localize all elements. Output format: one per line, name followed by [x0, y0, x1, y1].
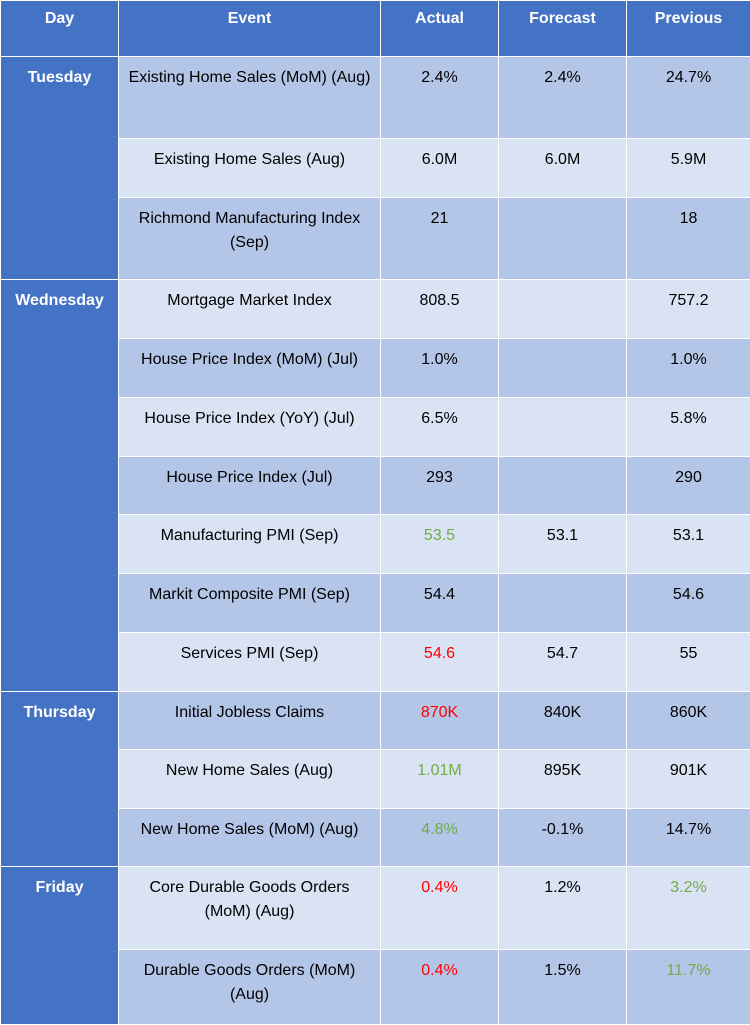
previous-cell: 5.9M — [627, 139, 750, 198]
previous-cell: 5.8% — [627, 398, 750, 457]
previous-cell: 290 — [627, 457, 750, 515]
event-cell: Mortgage Market Index — [119, 280, 381, 339]
event-cell: House Price Index (MoM) (Jul) — [119, 339, 381, 398]
actual-cell: 4.8% — [381, 809, 499, 867]
day-wednesday: Wednesday — [1, 280, 119, 692]
actual-cell: 21 — [381, 198, 499, 280]
forecast-cell — [499, 398, 627, 457]
previous-cell: 11.7% — [627, 950, 750, 1025]
event-cell: Services PMI (Sep) — [119, 633, 381, 692]
previous-cell: 14.7% — [627, 809, 750, 867]
forecast-cell: 53.1 — [499, 515, 627, 574]
previous-cell: 757.2 — [627, 280, 750, 339]
actual-cell: 2.4% — [381, 57, 499, 139]
forecast-cell: 2.4% — [499, 57, 627, 139]
table-row: Wednesday Mortgage Market Index 808.5 75… — [1, 280, 750, 339]
forecast-cell — [499, 198, 627, 280]
header-previous: Previous — [627, 1, 750, 57]
previous-cell: 1.0% — [627, 339, 750, 398]
forecast-cell: 6.0M — [499, 139, 627, 198]
previous-cell: 3.2% — [627, 867, 750, 950]
previous-cell: 860K — [627, 692, 750, 750]
previous-cell: 54.6 — [627, 574, 750, 633]
forecast-cell: -0.1% — [499, 809, 627, 867]
forecast-cell: 895K — [499, 750, 627, 809]
previous-cell: 901K — [627, 750, 750, 809]
forecast-cell — [499, 280, 627, 339]
event-cell: House Price Index (Jul) — [119, 457, 381, 515]
event-cell: House Price Index (YoY) (Jul) — [119, 398, 381, 457]
day-thursday: Thursday — [1, 692, 119, 867]
forecast-cell: 54.7 — [499, 633, 627, 692]
forecast-cell: 840K — [499, 692, 627, 750]
actual-cell: 0.4% — [381, 950, 499, 1025]
previous-cell: 24.7% — [627, 57, 750, 139]
header-actual: Actual — [381, 1, 499, 57]
actual-cell: 0.4% — [381, 867, 499, 950]
forecast-cell — [499, 574, 627, 633]
actual-cell: 1.01M — [381, 750, 499, 809]
forecast-cell — [499, 339, 627, 398]
event-cell: Markit Composite PMI (Sep) — [119, 574, 381, 633]
actual-cell: 293 — [381, 457, 499, 515]
actual-cell: 808.5 — [381, 280, 499, 339]
forecast-cell: 1.5% — [499, 950, 627, 1025]
event-cell: Existing Home Sales (Aug) — [119, 139, 381, 198]
actual-cell: 54.6 — [381, 633, 499, 692]
actual-cell: 54.4 — [381, 574, 499, 633]
header-forecast: Forecast — [499, 1, 627, 57]
actual-cell: 1.0% — [381, 339, 499, 398]
header-day: Day — [1, 1, 119, 57]
table-row: Thursday Initial Jobless Claims 870K 840… — [1, 692, 750, 750]
forecast-cell — [499, 457, 627, 515]
previous-cell: 53.1 — [627, 515, 750, 574]
event-cell: Initial Jobless Claims — [119, 692, 381, 750]
event-cell: Existing Home Sales (MoM) (Aug) — [119, 57, 381, 139]
actual-cell: 53.5 — [381, 515, 499, 574]
day-friday: Friday — [1, 867, 119, 1025]
previous-cell: 55 — [627, 633, 750, 692]
day-tuesday: Tuesday — [1, 57, 119, 280]
previous-cell: 18 — [627, 198, 750, 280]
actual-cell: 6.5% — [381, 398, 499, 457]
header-event: Event — [119, 1, 381, 57]
table-row: Friday Core Durable Goods Orders (MoM) (… — [1, 867, 750, 950]
actual-cell: 6.0M — [381, 139, 499, 198]
header-row: Day Event Actual Forecast Previous — [1, 1, 750, 57]
actual-cell: 870K — [381, 692, 499, 750]
event-cell: New Home Sales (Aug) — [119, 750, 381, 809]
event-cell: New Home Sales (MoM) (Aug) — [119, 809, 381, 867]
event-cell: Manufacturing PMI (Sep) — [119, 515, 381, 574]
forecast-cell: 1.2% — [499, 867, 627, 950]
event-cell: Core Durable Goods Orders (MoM) (Aug) — [119, 867, 381, 950]
event-cell: Richmond Manufacturing Index (Sep) — [119, 198, 381, 280]
table-row: Tuesday Existing Home Sales (MoM) (Aug) … — [1, 57, 750, 139]
event-cell: Durable Goods Orders (MoM) (Aug) — [119, 950, 381, 1025]
